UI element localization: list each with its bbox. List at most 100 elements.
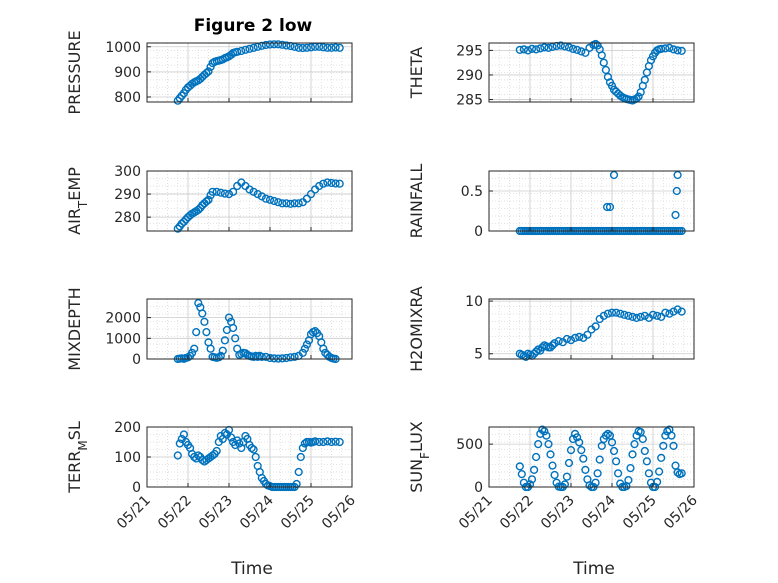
data-point-mixdepth [257, 352, 266, 362]
data-point-sunflux [642, 457, 652, 466]
y-axis-label-text: RAINFALL [407, 164, 426, 239]
data-point-air_temp [315, 181, 324, 191]
y-axis-label-text: TERR [65, 451, 84, 494]
data-point-pressure [204, 67, 213, 76]
data-point-sunflux [626, 464, 635, 473]
data-point-pressure [265, 40, 275, 49]
data-point-theta [616, 91, 625, 100]
y-tick-label: 285 [456, 93, 483, 109]
data-point-sunflux [527, 475, 537, 484]
y-tick-label: 200 [114, 420, 141, 436]
y-axis-label-subscript: F [418, 452, 432, 459]
data-point-sunflux [640, 446, 649, 456]
data-point-mixdepth [270, 354, 279, 363]
data-point-rainfall [609, 170, 619, 180]
data-point-h2omixra [531, 347, 541, 356]
data-point-sunflux [613, 469, 623, 478]
data-point-mixdepth [200, 317, 209, 326]
data-point-h2omixra [591, 322, 600, 331]
data-point-pressure [261, 40, 271, 50]
data-point-h2omixra [611, 308, 621, 317]
y-axis-label-air_temp: AIRTEMP [65, 167, 90, 235]
data-point-sunflux [577, 446, 586, 455]
data-point-theta [544, 43, 553, 53]
data-point-mixdepth [188, 348, 197, 357]
data-point-theta [531, 45, 541, 54]
data-point-theta [536, 44, 545, 53]
data-point-pressure [306, 43, 316, 52]
data-point-sunflux [611, 457, 621, 466]
data-point-pressure [282, 41, 291, 50]
data-point-sunflux [652, 477, 662, 487]
data-point-h2omixra [661, 308, 670, 317]
data-point-air_temp [302, 194, 312, 203]
data-point-h2omixra [575, 332, 584, 342]
data-point-pressure [274, 40, 283, 49]
data-point-air_temp [249, 187, 258, 196]
data-point-terrmsl [173, 451, 182, 460]
y-tick-label: 10 [465, 294, 483, 310]
y-tick-label: 1000 [105, 40, 141, 56]
data-point-mixdepth [265, 353, 275, 363]
data-point-air_temp [202, 197, 211, 206]
data-point-sunflux [546, 450, 555, 459]
data-point-h2omixra [620, 310, 629, 319]
data-point-theta [593, 41, 602, 50]
data-point-h2omixra [632, 313, 641, 323]
data-point-air_temp [177, 219, 186, 228]
data-point-theta [634, 92, 643, 101]
axes-box-h2omixra [488, 298, 695, 360]
data-point-terrmsl [296, 452, 305, 462]
axes-box-air_temp [146, 170, 353, 232]
data-point-mixdepth [220, 336, 230, 345]
y-axis-label-suffix: LUX [407, 421, 426, 452]
data-point-h2omixra [562, 334, 572, 344]
data-point-air_temp [181, 215, 191, 224]
y-axis-label-rainfall: RAINFALL [407, 164, 426, 239]
data-point-pressure [319, 43, 328, 52]
data-point-air_temp [306, 190, 316, 199]
data-point-theta [519, 45, 529, 54]
data-point-terrmsl [251, 452, 260, 462]
data-point-air_temp [274, 198, 283, 207]
data-point-pressure [188, 79, 197, 89]
data-point-h2omixra [636, 312, 645, 322]
axes-air_temp: 280 290 300 AIRTEMP [65, 164, 353, 235]
data-point-mixdepth [290, 352, 299, 362]
data-point-terrmsl [331, 437, 340, 446]
y-tick-label: 300 [114, 164, 141, 180]
data-point-sunflux [581, 465, 590, 475]
data-point-theta [640, 75, 649, 85]
axes-box-theta [488, 42, 695, 103]
data-point-sunflux [638, 434, 647, 444]
y-tick-label: 1000 [105, 331, 141, 347]
data-point-h2omixra [657, 312, 666, 322]
axes-h2omixra: 5 10 H2OMIXRA [407, 286, 695, 372]
y-tick-label: 800 [114, 90, 141, 106]
data-point-air_temp [194, 205, 203, 214]
data-point-pressure [249, 43, 258, 52]
data-point-theta [527, 44, 537, 54]
data-point-h2omixra [616, 309, 625, 318]
data-point-air_temp [179, 217, 189, 226]
data-point-sunflux [548, 461, 557, 470]
data-point-air_temp [335, 179, 344, 188]
data-point-sunflux [566, 446, 576, 455]
y-axis-label-theta: THETA [407, 47, 426, 99]
data-point-sunflux [609, 446, 619, 456]
y-axis-label-text: H2OMIXRA [407, 286, 426, 372]
data-point-rainfall [673, 170, 682, 180]
axes-box-sunflux [488, 426, 695, 488]
data-point-mixdepth [194, 299, 203, 308]
data-point-pressure [335, 43, 344, 52]
y-axis-label-text: SUN [407, 459, 426, 493]
data-point-sunflux [607, 438, 617, 447]
data-point-mixdepth [300, 344, 310, 353]
data-point-rainfall [602, 202, 612, 212]
data-point-terrmsl [323, 437, 332, 446]
data-point-h2omixra [566, 336, 576, 345]
data-point-air_temp [224, 190, 234, 199]
data-point-sunflux [603, 429, 613, 439]
data-point-theta [607, 81, 617, 90]
data-point-air_temp [278, 199, 287, 208]
